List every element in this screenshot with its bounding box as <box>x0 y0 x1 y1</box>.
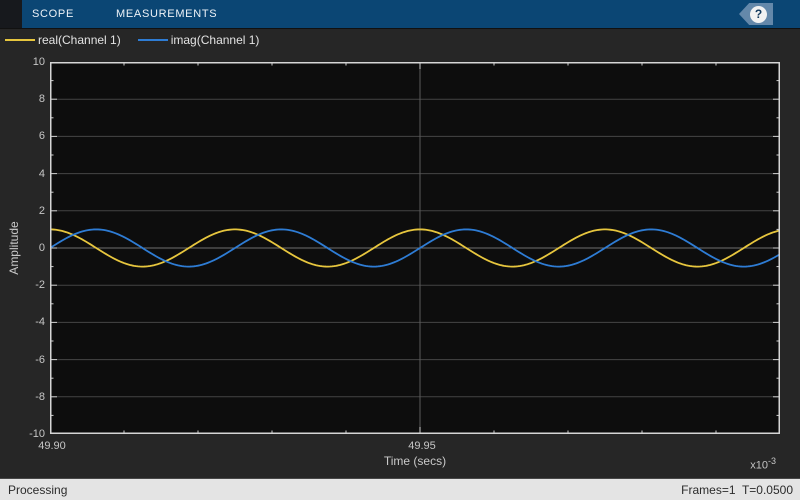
y-tick-label: -4 <box>35 316 45 329</box>
y-tick-label: -10 <box>29 428 45 440</box>
legend-label-imag: imag(Channel 1) <box>170 32 260 47</box>
real-line-swatch <box>5 38 35 41</box>
y-tick-label: 8 <box>38 93 45 106</box>
tab-scope[interactable]: SCOPE <box>32 8 75 20</box>
y-tick-label: 10 <box>32 56 45 68</box>
y-tick-label: 4 <box>38 167 45 180</box>
toolbar-tabs: SCOPE MEASUREMENTS <box>32 0 217 28</box>
toolbar-corner <box>0 0 22 28</box>
y-axis-label: Amplitude <box>7 221 21 275</box>
help-button[interactable]: ? <box>739 3 773 25</box>
figure-area: 10 8 6 4 2 0 -2 -4 -6 -8 -10 49.90 49.95 Time (secs)… <box>0 50 800 478</box>
y-tick-label: 6 <box>38 130 45 143</box>
series-line-imag <box>50 228 780 268</box>
y-tick-label: -2 <box>35 279 45 292</box>
imag-line-swatch <box>137 38 168 41</box>
axes-box <box>50 62 780 434</box>
x-tick-label: 49.95 <box>408 440 436 452</box>
status-frames-time: Frames=1 T=0.0500 <box>681 482 793 497</box>
y-tick-label: -8 <box>35 390 45 403</box>
plot-area[interactable] <box>50 62 780 434</box>
tab-measurements[interactable]: MEASUREMENTS <box>116 8 218 20</box>
status-bar: Processing Frames=1 T=0.0500 <box>0 478 800 500</box>
y-tick-label: 2 <box>38 204 45 217</box>
y-tick-label: -6 <box>35 353 45 366</box>
legend-item-real[interactable]: real(Channel 1) <box>5 33 121 47</box>
y-tick-label: 0 <box>38 242 45 254</box>
legend: real(Channel 1) imag(Channel 1) <box>0 28 800 50</box>
x-axis-exponent: x10-3 <box>750 456 776 472</box>
toolbar: SCOPE MEASUREMENTS ? <box>0 0 800 28</box>
help-icon: ? <box>750 5 767 23</box>
status-processing: Processing <box>8 482 68 497</box>
x-tick-label: 49.90 <box>38 440 66 452</box>
legend-label-real: real(Channel 1) <box>38 32 121 47</box>
x-axis-label: Time (secs) <box>383 454 447 468</box>
legend-item-imag[interactable]: imag(Channel 1) <box>137 32 260 47</box>
series-line-real <box>50 228 780 268</box>
